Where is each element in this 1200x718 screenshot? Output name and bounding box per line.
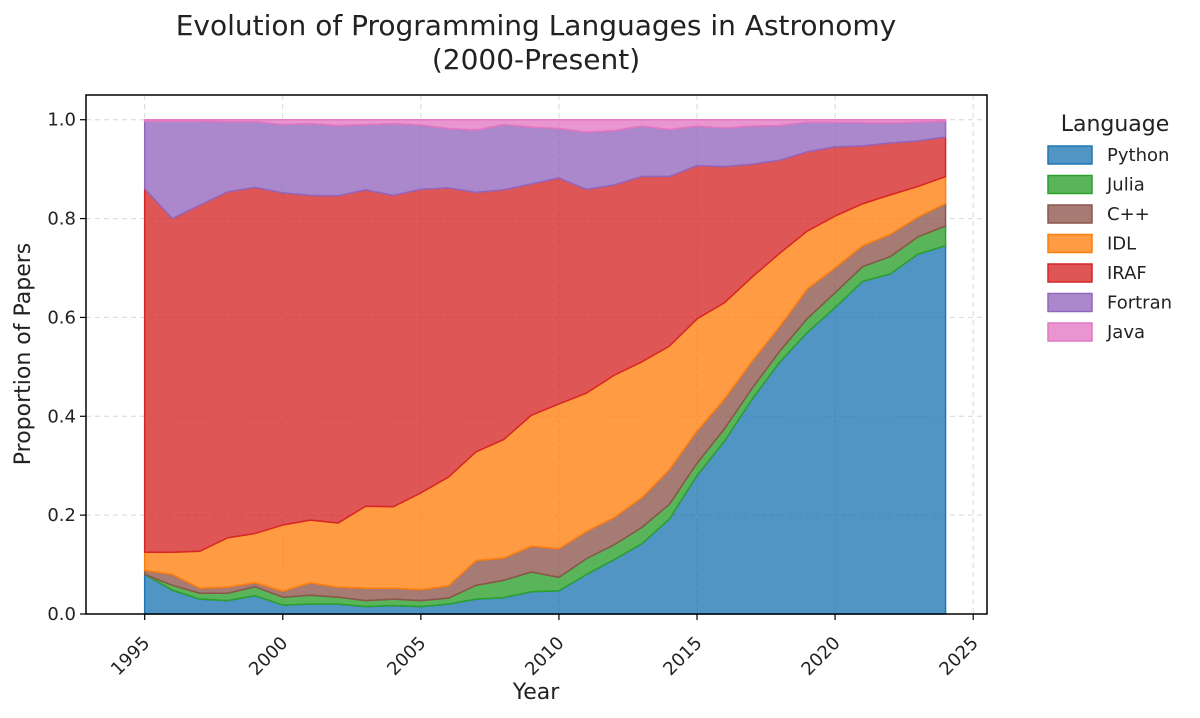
x-tick-label: 2005	[383, 633, 430, 680]
y-tick-label: 0.4	[47, 406, 76, 427]
legend-label: Fortran	[1107, 293, 1172, 314]
legend-label: Java	[1106, 322, 1145, 343]
plot-frame	[85, 94, 988, 615]
y-tick-label: 0.6	[47, 307, 76, 328]
legend-swatch	[1047, 263, 1093, 283]
chart-title-line-1: Evolution of Programming Languages in As…	[176, 9, 897, 42]
y-tick-label: 0.0	[47, 604, 76, 625]
x-tick-label: 2020	[797, 633, 844, 680]
area-layer	[143, 118, 947, 615]
legend-swatch	[1047, 233, 1093, 254]
y-tick-label: 0.2	[47, 505, 76, 526]
legend-swatch	[1047, 322, 1093, 342]
x-tick-label: 2025	[935, 633, 982, 680]
y-tick-label: 0.8	[47, 209, 76, 230]
chart-title-line-2: (2000-Present)	[432, 43, 640, 76]
legend-title: Language	[1061, 112, 1170, 137]
x-tick-label: 2010	[521, 633, 568, 680]
legend-label: IRAF	[1107, 263, 1147, 284]
legend-label: IDL	[1107, 234, 1136, 255]
legend-swatch	[1047, 145, 1093, 165]
legend-label: Python	[1107, 145, 1169, 166]
legend-swatch	[1047, 292, 1093, 313]
area-series-java	[143, 118, 947, 133]
legend: Language Python Julia C++ IDL IRAF Fortran Jav…	[1047, 112, 1172, 343]
x-tick-label: 2000	[245, 633, 292, 680]
legend-label: Julia	[1106, 175, 1145, 196]
legend-items: Python Julia C++ IDL IRAF Fortran Java	[1047, 145, 1172, 343]
legend-swatch	[1047, 204, 1093, 224]
x-axis-label: Year	[512, 680, 561, 705]
y-axis-label: Proportion of Papers	[11, 243, 36, 465]
legend-label: C++	[1107, 204, 1150, 225]
x-tick-label: 2015	[659, 633, 706, 680]
x-tick-label: 1995	[107, 633, 154, 680]
y-tick-label: 1.0	[47, 110, 76, 131]
legend-swatch	[1047, 174, 1093, 195]
